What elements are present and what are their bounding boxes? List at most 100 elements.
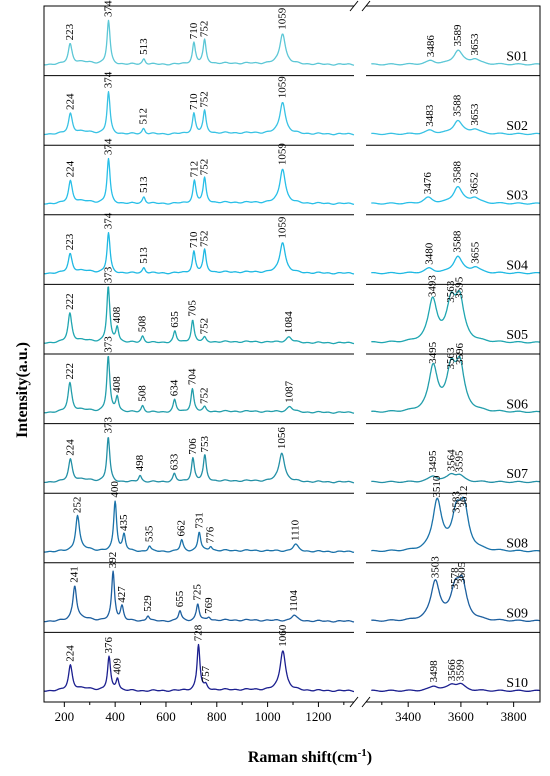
peak-label: 1059 [277,216,289,239]
x-tick-label: 3400 [395,709,421,724]
peak-label: 706 [187,438,199,455]
x-axis-label-close: ) [367,749,372,766]
peak-label: 374 [103,0,115,17]
x-tick-label: 200 [55,709,75,724]
peak-label: 3612 [458,486,470,508]
trace-left-s04 [43,231,355,275]
trace-left-s09 [43,570,355,623]
trace-left-s06 [43,355,355,414]
peak-label: 408 [111,376,123,393]
peak-label: 373 [102,266,114,283]
peak-label: 513 [138,38,150,55]
peak-label: 752 [199,21,211,38]
trace-left-s03 [43,157,355,206]
peak-label: 3480 [423,242,435,265]
trace-left-s05 [43,286,355,345]
peak-label: 1056 [276,427,288,450]
peak-label: 222 [64,293,76,310]
peak-label: 710 [188,231,200,248]
peak-label: 374 [103,71,115,88]
peak-label: 376 [103,637,115,654]
peak-label: 710 [188,93,200,110]
sample-label-s09: S09 [506,606,528,621]
trace-left-s07 [43,437,355,484]
x-tick-label: 1200 [305,709,331,724]
right-panel-border [366,5,541,703]
peak-label: 3653 [469,103,481,126]
peak-label: 223 [64,23,76,40]
plot-frame [43,0,541,708]
peak-label: 373 [102,336,114,353]
peak-label: 752 [199,91,211,108]
peak-label: 753 [199,436,211,453]
trace-left-s01 [43,19,355,66]
x-tick-label: 400 [105,709,125,724]
peak-label: 427 [116,586,128,603]
peak-label: 3655 [469,241,481,264]
peak-label: 3599 [455,659,467,682]
peak-label: 1104 [288,590,300,612]
peak-label: 3503 [429,556,441,579]
trace-right-s03 [371,185,541,205]
peak-label: 3578 [449,567,461,590]
peak-label: 374 [103,138,115,155]
peak-label: 3564 [445,449,457,472]
peak-label: 223 [64,233,76,250]
peak-label: 3566 [446,659,458,682]
peak-label: 3486 [425,35,437,58]
axis-break-mark [361,696,371,708]
peak-label: 633 [168,453,180,470]
spectrum-s03 [43,157,541,206]
peak-label: 3595 [454,276,466,299]
peak-label: 508 [137,315,149,332]
spectrum-s08 [43,496,541,554]
peak-label: 705 [187,300,199,317]
peak-label: 3589 [452,24,464,47]
sample-label-s10: S10 [506,676,528,691]
peak-label: 776 [205,526,217,543]
sample-label-s02: S02 [506,119,528,134]
spectrum-s07 [43,437,541,484]
spectrum-s02 [43,91,541,136]
peak-label: 712 [188,161,200,178]
peak-label: 3493 [427,275,439,298]
peak-label: 752 [199,159,211,176]
peak-label: 752 [199,388,211,405]
sample-label-s07: S07 [506,467,528,482]
trace-left-s10 [43,643,355,693]
x-axis-label-main: Raman shift(cm [248,749,358,766]
peak-label: 373 [102,417,114,434]
peak-label: 224 [64,645,76,662]
peak-label: 3605 [456,561,468,584]
trace-left-s08 [43,500,355,554]
sample-label-s08: S08 [506,537,528,552]
trace-right-s07 [371,472,541,484]
peak-label: 392 [107,552,119,569]
peak-label: 3588 [452,94,464,117]
trace-right-s05 [371,289,541,344]
axis-break-mark [349,696,359,708]
peak-label: 535 [144,525,156,542]
spectrum-s05 [43,286,541,345]
peak-label: 374 [103,212,115,229]
sample-label-s01: S01 [506,50,528,65]
x-tick-label: 1000 [255,709,281,724]
peak-label: 513 [138,176,150,193]
peak-label: 1060 [277,624,289,647]
spectrum-s01 [43,19,541,66]
peak-label: 498 [134,454,146,471]
peak-label: 241 [69,566,81,583]
sample-label-s04: S04 [506,258,528,273]
sample-labels: S01 S02 S03 S04 S05 S06 S07 S08 S09 S10 [506,50,528,691]
peak-label: 662 [176,520,188,537]
left-panel-border [43,5,354,703]
peak-label: 757 [200,665,212,682]
peak-label: 529 [142,595,154,612]
peak-label: 1110 [290,519,302,541]
peak-label: 635 [169,311,181,328]
peak-label: 435 [118,514,130,531]
peak-label: 752 [199,231,211,248]
trace-right-s04 [371,255,541,275]
